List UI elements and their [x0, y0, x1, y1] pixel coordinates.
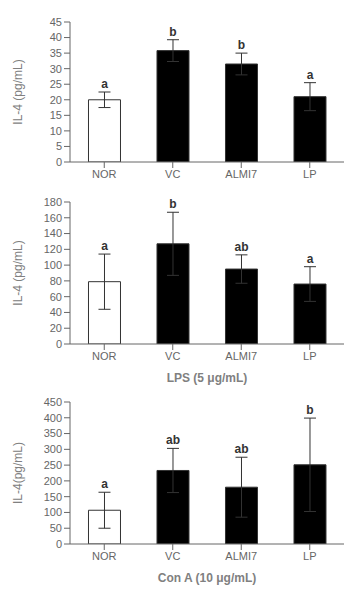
svg-text:ALMI7: ALMI7 [225, 550, 257, 562]
svg-text:15: 15 [50, 109, 62, 121]
svg-text:140: 140 [44, 227, 62, 239]
svg-text:5: 5 [56, 140, 62, 152]
svg-text:20: 20 [50, 322, 62, 334]
svg-text:400: 400 [44, 412, 62, 424]
svg-text:LP: LP [303, 550, 316, 562]
svg-text:VC: VC [165, 168, 180, 180]
svg-text:40: 40 [50, 31, 62, 43]
svg-text:b: b [238, 38, 245, 52]
svg-text:0: 0 [56, 538, 62, 550]
svg-text:LP: LP [303, 350, 316, 362]
svg-text:NOR: NOR [92, 350, 117, 362]
svg-text:100: 100 [44, 506, 62, 518]
svg-text:30: 30 [50, 63, 62, 75]
svg-text:120: 120 [44, 243, 62, 255]
svg-text:Con A (10 μg/mL): Con A (10 μg/mL) [158, 571, 256, 585]
svg-text:IL-4 (pg/mL): IL-4 (pg/mL) [11, 59, 25, 124]
svg-text:LP: LP [303, 168, 316, 180]
svg-text:NOR: NOR [92, 550, 117, 562]
svg-text:0: 0 [56, 338, 62, 350]
svg-text:80: 80 [50, 275, 62, 287]
svg-text:ab: ab [166, 433, 180, 447]
svg-text:35: 35 [50, 47, 62, 59]
svg-text:450: 450 [44, 396, 62, 408]
svg-text:LPS (5 μg/mL): LPS (5 μg/mL) [167, 371, 248, 385]
svg-text:20: 20 [50, 94, 62, 106]
svg-text:b: b [169, 25, 176, 39]
svg-text:40: 40 [50, 306, 62, 318]
svg-text:a: a [101, 477, 108, 491]
svg-text:25: 25 [50, 78, 62, 90]
svg-text:IL-4(pg/mL): IL-4(pg/mL) [11, 442, 25, 504]
svg-text:b: b [306, 403, 313, 417]
svg-text:VC: VC [165, 350, 180, 362]
svg-text:350: 350 [44, 427, 62, 439]
svg-text:a: a [307, 252, 314, 266]
svg-text:NOR: NOR [92, 168, 117, 180]
svg-text:ALMI7: ALMI7 [225, 168, 257, 180]
svg-text:180: 180 [44, 196, 62, 208]
svg-text:b: b [169, 197, 176, 211]
svg-text:250: 250 [44, 459, 62, 471]
svg-text:100: 100 [44, 259, 62, 271]
svg-text:IL-4 (pg/mL): IL-4 (pg/mL) [11, 240, 25, 305]
svg-text:0: 0 [56, 156, 62, 168]
svg-text:10: 10 [50, 125, 62, 137]
svg-text:a: a [101, 77, 108, 91]
svg-text:45: 45 [50, 16, 62, 28]
svg-text:VC: VC [165, 550, 180, 562]
svg-text:60: 60 [50, 291, 62, 303]
svg-text:a: a [101, 239, 108, 253]
svg-text:a: a [307, 68, 314, 82]
svg-text:ALMI7: ALMI7 [225, 350, 257, 362]
svg-text:ab: ab [234, 240, 248, 254]
svg-text:200: 200 [44, 475, 62, 487]
svg-text:160: 160 [44, 212, 62, 224]
svg-text:150: 150 [44, 491, 62, 503]
svg-text:300: 300 [44, 443, 62, 455]
svg-text:ab: ab [234, 442, 248, 456]
svg-text:50: 50 [50, 522, 62, 534]
